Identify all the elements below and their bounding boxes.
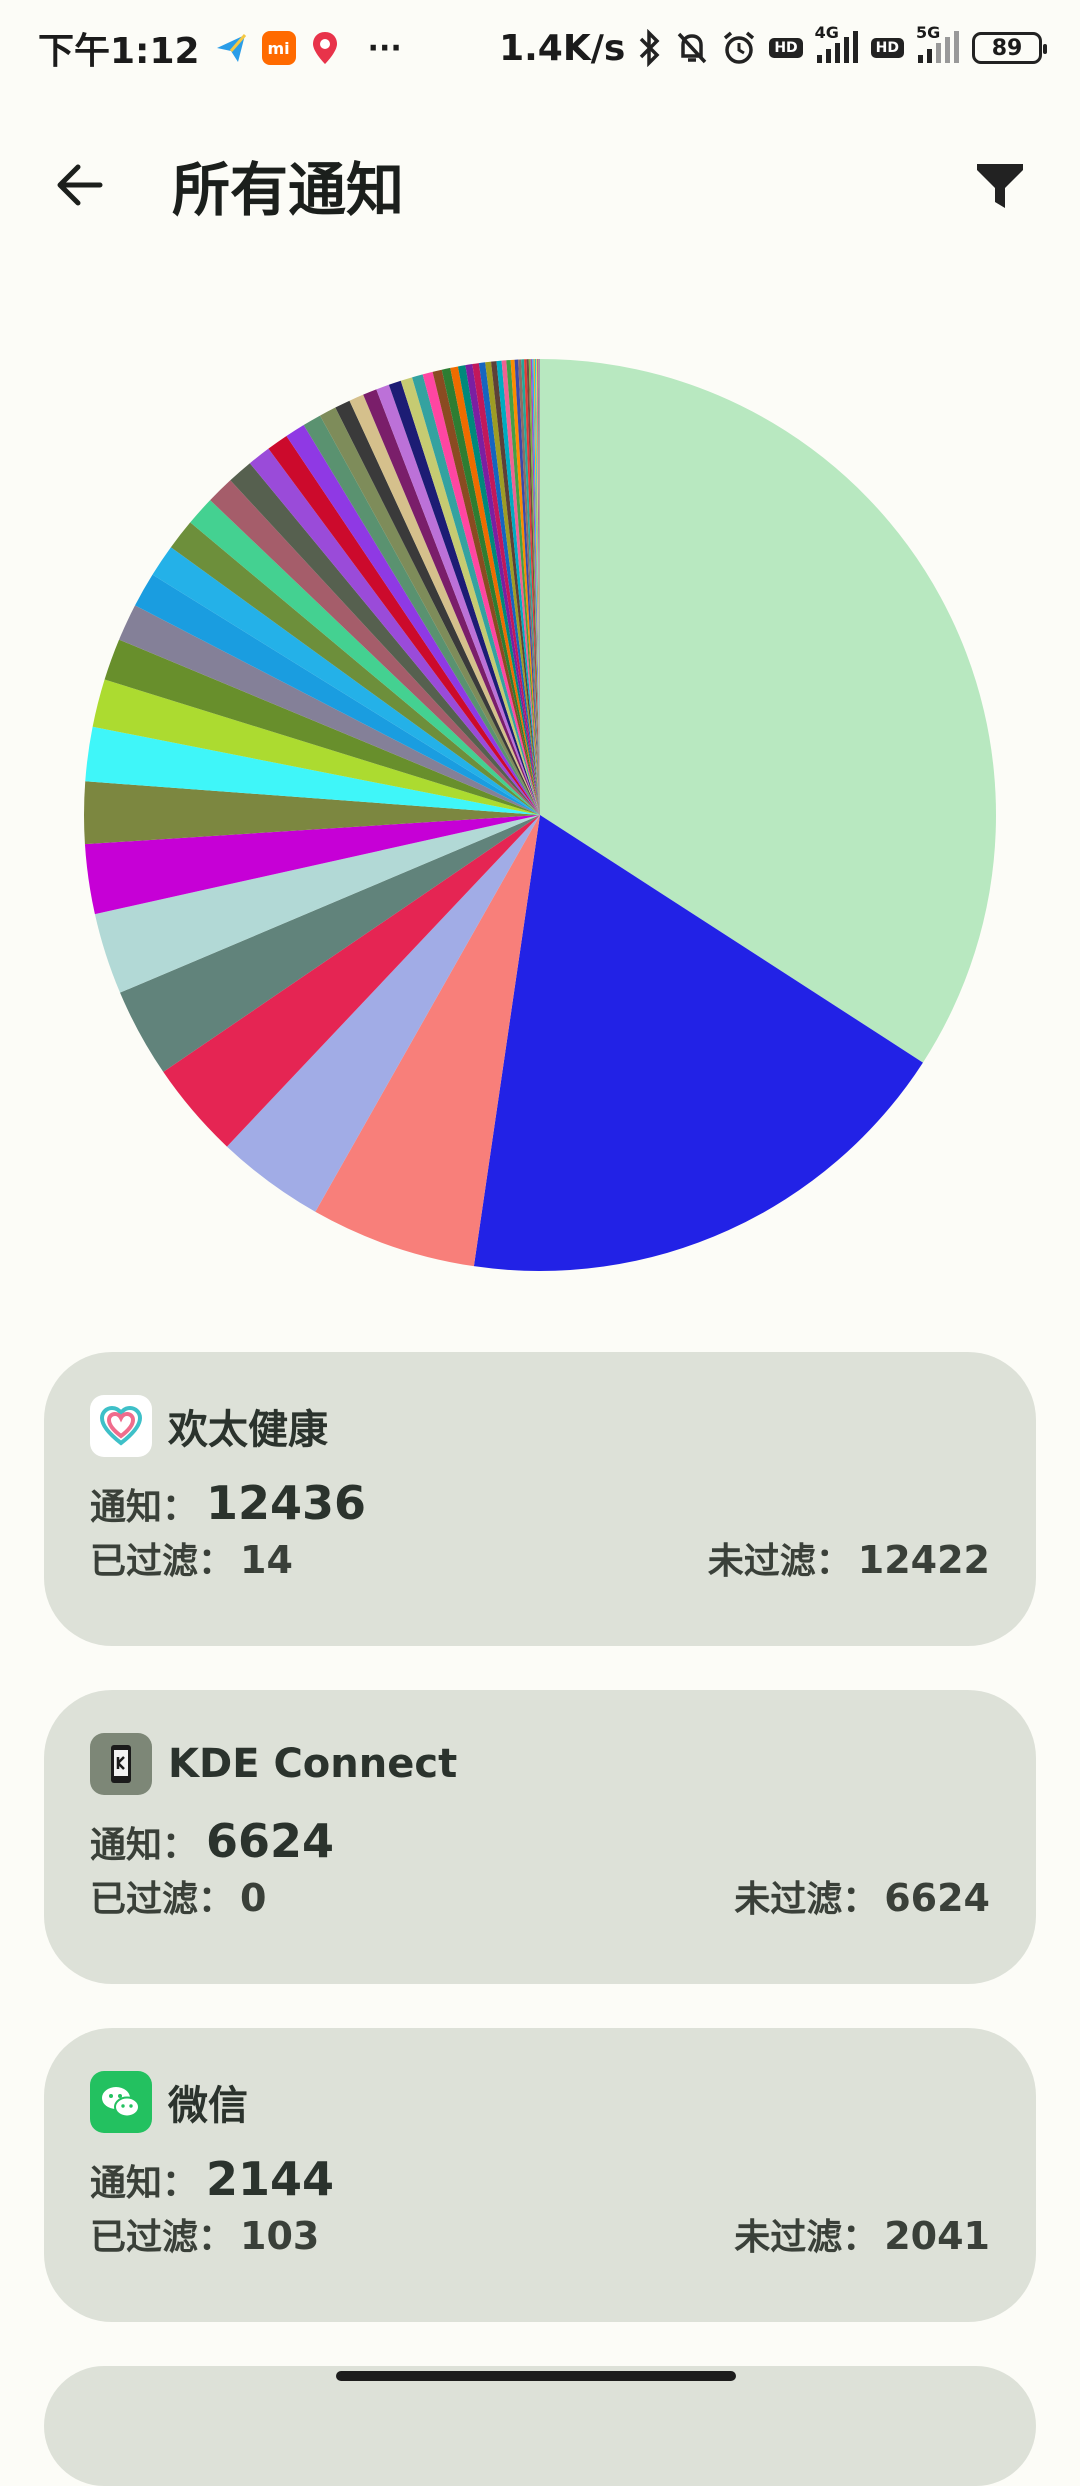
back-button[interactable] [40, 145, 120, 225]
app-card-health[interactable]: 欢太健康 通知： 12436 已过滤： 14 未过滤： 12422 [44, 1352, 1036, 1646]
filter-funnel-icon [973, 158, 1027, 212]
unfiltered-label: 未过滤： [734, 1870, 878, 1922]
unfiltered-count: 2041 [884, 2214, 990, 2258]
status-left: 下午1:12 mi ··· [38, 22, 402, 74]
unfiltered-group: 未过滤： 6624 [734, 1870, 990, 1922]
battery-indicator: 89 [972, 32, 1042, 64]
signal-5g-icon: 5G [916, 31, 960, 65]
notify-label: 通知： [90, 1816, 198, 1868]
location-pin-icon [310, 30, 340, 66]
mi-app-icon: mi [262, 31, 296, 65]
app-card-wechat[interactable]: 微信 通知： 2144 已过滤： 103 未过滤： 2041 [44, 2028, 1036, 2322]
unfiltered-group: 未过滤： 12422 [708, 1532, 990, 1584]
status-right: 1.4K/s HD 4G HD 5G 89 [499, 28, 1042, 69]
arrow-back-icon [52, 157, 108, 213]
send-arrow-icon [214, 31, 248, 65]
status-time: 下午1:12 [38, 22, 200, 74]
filter-row: 已过滤： 14 未过滤： 12422 [90, 1532, 990, 1584]
home-indicator[interactable] [336, 2371, 736, 2381]
notify-label: 通知： [90, 2154, 198, 2206]
hd-badge-2: HD [871, 38, 904, 58]
filtered-count: 0 [240, 1876, 266, 1920]
wechat-app-icon [90, 2071, 152, 2133]
card-header: 微信 [90, 2070, 990, 2134]
notify-count: 12436 [206, 1476, 366, 1530]
notify-row: 通知： 6624 [90, 1814, 990, 1868]
pie-chart-svg [80, 355, 1000, 1275]
app-name: KDE Connect [168, 1741, 457, 1787]
notify-label: 通知： [90, 1478, 198, 1530]
filter-button[interactable] [960, 145, 1040, 225]
notify-row: 通知： 12436 [90, 1476, 990, 1530]
net-4g-label: 4G [815, 23, 839, 42]
unfiltered-label: 未过滤： [734, 2208, 878, 2260]
filtered-label: 已过滤： [90, 1532, 234, 1584]
filter-row: 已过滤： 0 未过滤： 6624 [90, 1870, 990, 1922]
mute-bell-icon [675, 30, 709, 66]
notify-count: 6624 [206, 1814, 334, 1868]
app-name: 微信 [168, 2073, 248, 2131]
app-card-partial[interactable] [44, 2366, 1036, 2486]
heart-app-icon [90, 1395, 152, 1457]
notify-count: 2144 [206, 2152, 334, 2206]
signal-4g-icon: 4G [815, 31, 859, 65]
status-bar: 下午1:12 mi ··· 1.4K/s HD 4G HD 5G [0, 0, 1080, 96]
card-header: KDE Connect [90, 1732, 990, 1796]
unfiltered-count: 6624 [884, 1876, 990, 1920]
unfiltered-group: 未过滤： 2041 [734, 2208, 990, 2260]
filter-row: 已过滤： 103 未过滤： 2041 [90, 2208, 990, 2260]
page-title: 所有通知 [172, 143, 404, 227]
filtered-count: 14 [240, 1538, 293, 1582]
filtered-label: 已过滤： [90, 2208, 234, 2260]
unfiltered-count: 12422 [858, 1538, 990, 1582]
net-5g-label: 5G [916, 23, 940, 42]
unfiltered-label: 未过滤： [708, 1532, 852, 1584]
alarm-clock-icon [721, 30, 757, 66]
network-speed: 1.4K/s [499, 28, 625, 69]
status-more: ··· [368, 31, 402, 66]
bluetooth-icon [637, 29, 663, 67]
notify-row: 通知： 2144 [90, 2152, 990, 2206]
notification-pie-chart [80, 355, 1000, 1275]
hd-badge: HD [769, 38, 802, 58]
filtered-label: 已过滤： [90, 1870, 234, 1922]
battery-level: 89 [992, 36, 1023, 61]
app-bar: 所有通知 [0, 130, 1080, 240]
app-card-kde-connect[interactable]: KDE Connect 通知： 6624 已过滤： 0 未过滤： 6624 [44, 1690, 1036, 1984]
kde-connect-app-icon [90, 1733, 152, 1795]
filtered-count: 103 [240, 2214, 319, 2258]
app-name: 欢太健康 [168, 1397, 328, 1455]
card-header: 欢太健康 [90, 1394, 990, 1458]
